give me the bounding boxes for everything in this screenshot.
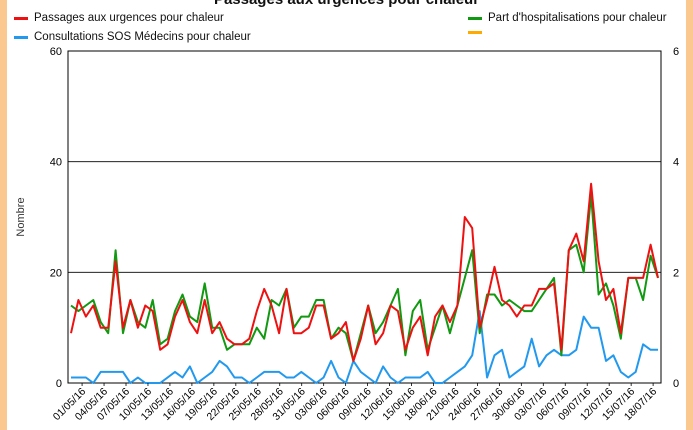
y2-tick-label-2: 2: [673, 267, 679, 279]
legend-label-hospitalisations: Part d'hospitalisations pour chaleur: [488, 12, 667, 24]
clipped-chart-title: Passages aux urgences pour chaleur: [0, 0, 693, 8]
legend-item-orange: [468, 31, 488, 34]
y2-tick-label-4: 4: [673, 157, 679, 169]
legend-swatch-sos: [14, 35, 28, 39]
y2-tick-label-0: 0: [673, 378, 679, 390]
legend-item-urgences: Passages aux urgences pour chaleur: [14, 12, 224, 24]
series-line-consultations-sos-m-decins-pour-chaleur: [71, 310, 658, 384]
y-tick-label-60: 60: [50, 46, 62, 58]
legend-item-hospitalisations: Part d'hospitalisations pour chaleur: [468, 12, 667, 24]
legend-swatch-urgences: [14, 16, 28, 20]
y-axis-label: Nombre: [15, 197, 27, 236]
y-tick-label-20: 20: [50, 267, 62, 279]
y-tick-label-0: 0: [56, 378, 62, 390]
legend-item-sos: Consultations SOS Médecins pour chaleur: [14, 31, 251, 43]
chart-panel: [7, 0, 686, 430]
plot-frame: [67, 50, 662, 384]
series-line-passages-aux-urgences-pour-chaleur: [70, 182, 659, 362]
legend-label-sos: Consultations SOS Médecins pour chaleur: [34, 31, 251, 43]
y-tick-label-40: 40: [50, 157, 62, 169]
legend-swatch-hospitalisations: [468, 16, 482, 20]
series-line-part-d-hospitalisations-pour-chaleur: [70, 193, 659, 362]
legend-swatch-orange: [468, 31, 482, 34]
y2-tick-label-6: 6: [673, 46, 679, 58]
legend-label-urgences: Passages aux urgences pour chaleur: [34, 12, 224, 24]
